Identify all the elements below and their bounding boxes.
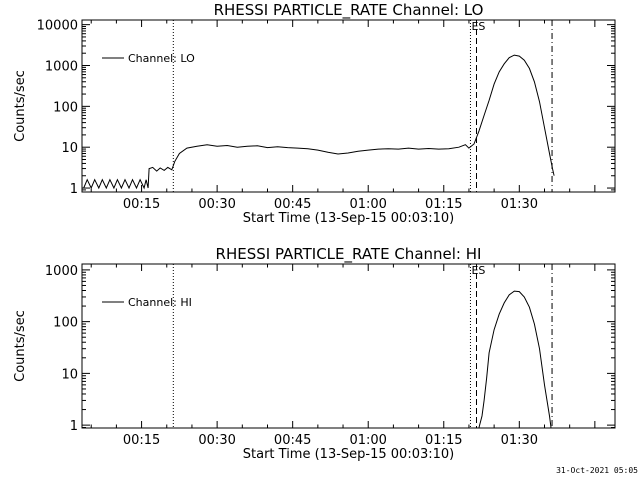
y-tick-label: 1	[70, 419, 78, 434]
x-tick-label: 01:15	[425, 433, 462, 448]
x-tick-label: 00:15	[123, 433, 160, 448]
x-tick-label: 01:00	[349, 197, 386, 212]
x-axis-label: Start Time (13-Sep-15 00:03:10)	[243, 211, 454, 226]
plot-frame	[81, 263, 616, 429]
series-line-channel-lo	[83, 54, 555, 190]
panel-lo: RHESSI PARTICLE_RATE Channel: LO 00:15 00:…	[13, 1, 616, 226]
y-tick-label: 1000	[45, 60, 78, 75]
y-tick-label: 10000	[37, 19, 78, 34]
legend-label: Channel: HI	[128, 296, 192, 309]
panel-hi: RHESSI PARTICLE_RATE Channel: HI 00:15 00:…	[13, 245, 616, 462]
x-tick-label: 01:30	[501, 197, 538, 212]
x-tick-label: 01:00	[349, 433, 386, 448]
y-tick-label: 1000	[45, 264, 78, 279]
plot-frame	[81, 19, 616, 193]
x-tick-label: 00:45	[274, 433, 311, 448]
x-tick-label: 01:15	[425, 197, 462, 212]
marker-label: ES	[471, 264, 485, 277]
series-line-channel-hi	[478, 290, 552, 428]
legend-label: Channel: LO	[128, 52, 195, 65]
y-tick-label: 1	[70, 182, 78, 197]
marker-label: ES	[471, 20, 485, 33]
x-tick-label: 01:30	[501, 433, 538, 448]
x-tick-label: 00:15	[123, 197, 160, 212]
x-axis-label: Start Time (13-Sep-15 00:03:10)	[243, 447, 454, 462]
y-tick-label: 10	[61, 367, 78, 382]
x-tick-label: 00:30	[198, 433, 235, 448]
y-tick-label: 100	[53, 100, 78, 115]
chart-title: RHESSI PARTICLE_RATE Channel: LO	[214, 1, 484, 20]
y-tick-label: 100	[53, 316, 78, 331]
y-axis-label: Counts/sec	[13, 310, 28, 382]
y-axis-label: Counts/sec	[13, 70, 28, 142]
x-tick-label: 00:45	[274, 197, 311, 212]
plot-timestamp: 31-Oct-2021 05:05	[556, 466, 638, 475]
x-tick-label: 00:30	[198, 197, 235, 212]
y-tick-label: 10	[61, 141, 78, 156]
chart-title: RHESSI PARTICLE_RATE Channel: HI	[216, 245, 482, 264]
